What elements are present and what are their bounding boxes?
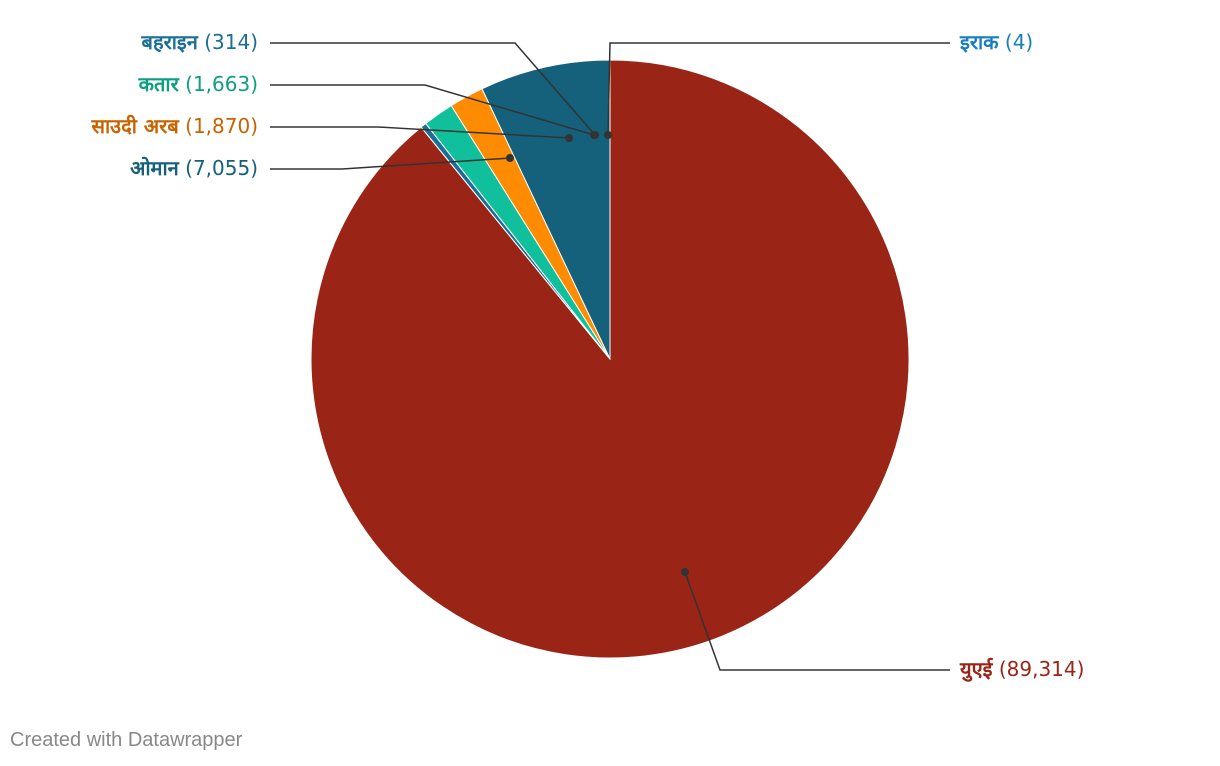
leader-line-uae: [684, 571, 950, 671]
slice-label-value: (4): [999, 30, 1034, 54]
leader-line-iraq: [607, 42, 950, 136]
slice-label-value: (1,663): [179, 72, 258, 96]
slice-label-saudi-arabia: साउदी अरब (1,870): [90, 114, 258, 138]
leader-lines: [270, 42, 950, 671]
leader-dot-uae: [681, 568, 689, 576]
slice-label-value: (7,055): [179, 156, 258, 180]
slice-label-value: (89,314): [992, 657, 1084, 681]
slice-label-name: इराक: [959, 30, 1000, 54]
leader-line-qatar: [270, 84, 595, 136]
slice-labels: युएई (89,314) इराक (4) बहराइन (314) कतार (1…: [90, 30, 1084, 682]
leader-line-saudi-arabia: [270, 126, 570, 139]
slice-label-value: (1,870): [179, 114, 258, 138]
leader-dot-oman: [506, 154, 514, 162]
leader-dot-saudi-arabia: [565, 134, 573, 142]
slice-label-uae: युएई (89,314): [959, 657, 1084, 682]
slice-label-name: ओमान: [130, 156, 180, 180]
pie-slices: [310, 59, 910, 659]
slice-label-value: (314): [198, 30, 258, 54]
slice-label-name: बहराइन: [141, 30, 199, 54]
slice-label-name: कतार: [138, 72, 180, 96]
slice-label-qatar: कतार (1,663): [138, 72, 258, 96]
slice-label-name: युएई: [959, 657, 994, 682]
leader-dot-qatar: [590, 131, 598, 139]
datawrapper-credit[interactable]: Created with Datawrapper: [10, 729, 243, 751]
slice-label-iraq: इराक (4): [959, 30, 1033, 54]
slice-label-name: साउदी अरब: [90, 114, 180, 138]
slice-label-bahrain: बहराइन (314): [141, 30, 258, 54]
slice-label-oman: ओमान (7,055): [130, 156, 258, 180]
leader-line-oman: [270, 157, 511, 170]
leader-line-bahrain: [270, 42, 596, 136]
leader-dot-iraq: [604, 131, 612, 139]
